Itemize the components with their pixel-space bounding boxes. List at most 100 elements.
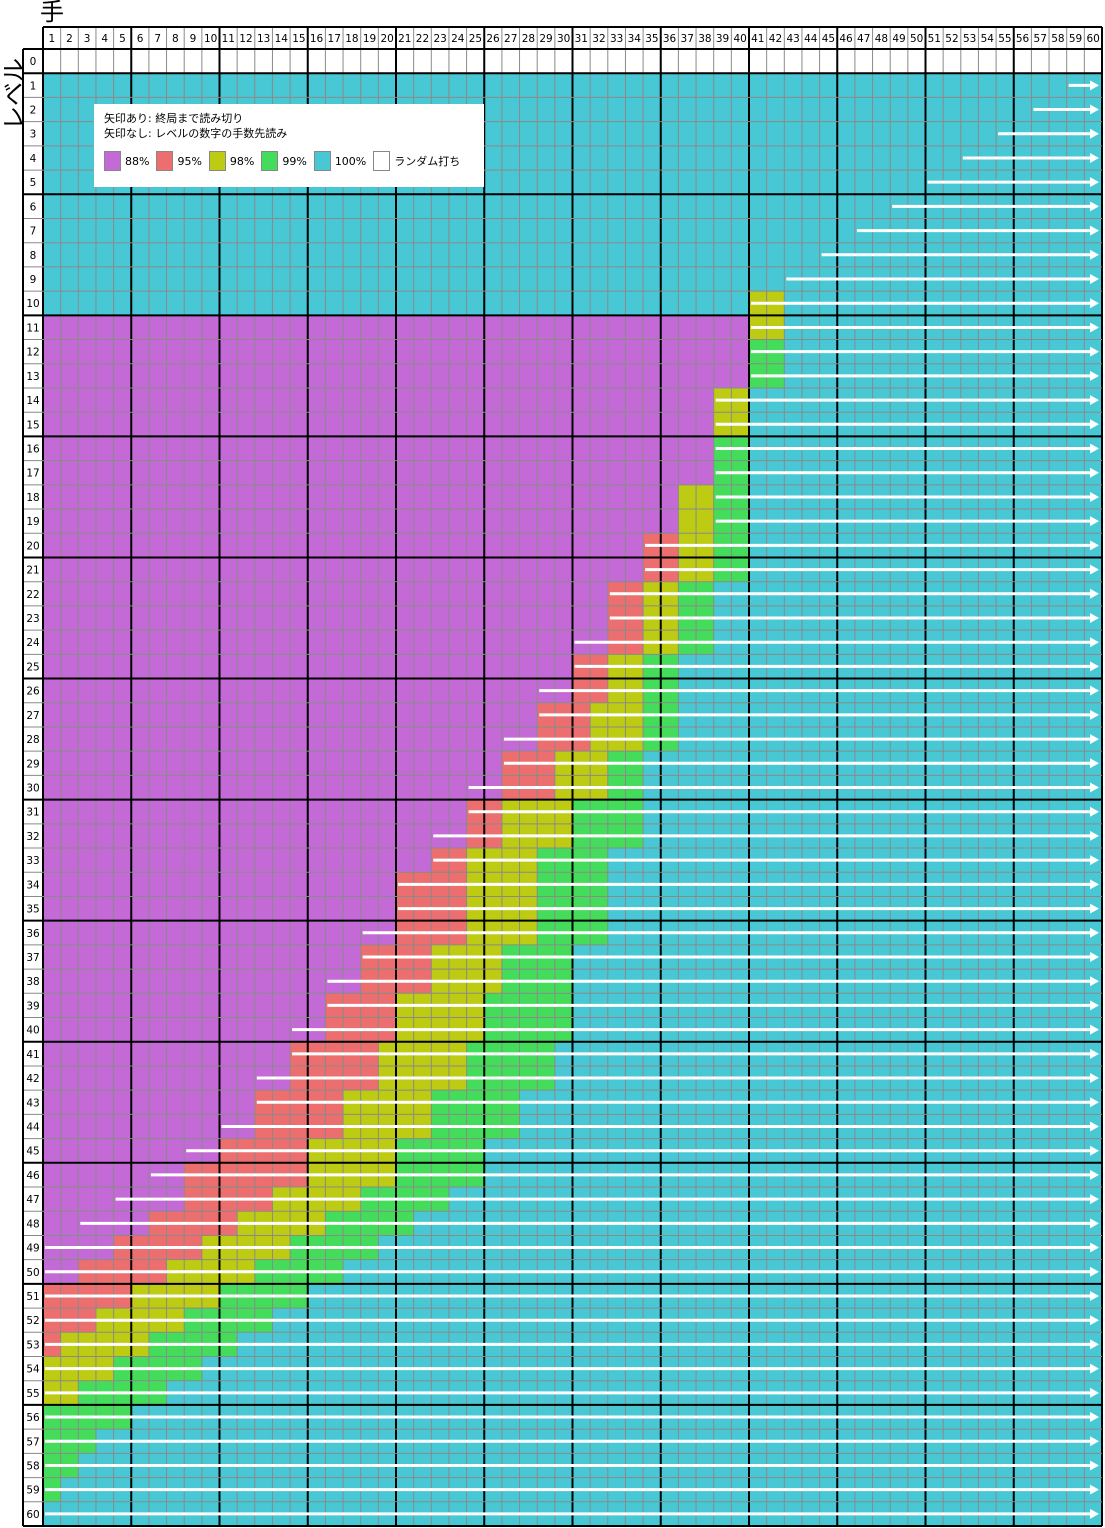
x-tick-10: 10 <box>204 33 217 45</box>
arrow-level-39 <box>327 1000 1099 1011</box>
arrow-level-22 <box>609 588 1099 599</box>
arrow-level-50 <box>45 1266 1099 1277</box>
arrow-level-25 <box>574 661 1099 672</box>
arrow-level-15 <box>715 419 1099 430</box>
y-tick-40: 40 <box>26 1025 39 1037</box>
x-tick-48: 48 <box>875 33 888 45</box>
x-tick-57: 57 <box>1034 33 1047 45</box>
arrow-level-11 <box>751 322 1099 333</box>
y-tick-45: 45 <box>26 1146 39 1158</box>
x-tick-30: 30 <box>557 33 570 45</box>
x-tick-45: 45 <box>822 33 835 45</box>
x-tick-22: 22 <box>416 33 429 45</box>
arrow-level-59 <box>45 1484 1099 1495</box>
y-tick-51: 51 <box>26 1291 39 1303</box>
arrow-level-10 <box>751 298 1099 309</box>
legend: 矢印あり: 終局まで読み切り 矢印なし: レベルの数字の手数先読み 88% 95… <box>94 104 484 187</box>
arrow-level-28 <box>503 734 1099 745</box>
arrow-level-4 <box>962 152 1099 163</box>
arrow-level-41 <box>292 1048 1099 1059</box>
y-tick-18: 18 <box>26 492 39 504</box>
y-tick-25: 25 <box>26 661 39 673</box>
y-tick-56: 56 <box>26 1412 40 1424</box>
y-tick-52: 52 <box>26 1315 39 1327</box>
arrow-level-18 <box>715 491 1099 502</box>
x-tick-2: 2 <box>66 33 73 45</box>
x-tick-19: 19 <box>363 33 376 45</box>
y-tick-33: 33 <box>26 855 39 867</box>
arrow-level-60 <box>45 1508 1099 1519</box>
legend-item-99: 99% <box>261 151 307 171</box>
arrow-level-47 <box>115 1194 1099 1205</box>
y-tick-58: 58 <box>26 1460 39 1472</box>
y-tick-3: 3 <box>30 129 37 141</box>
x-axis-title: 手 <box>40 0 64 26</box>
legend-swatch-98 <box>208 151 226 171</box>
y-tick-0: 0 <box>30 56 37 68</box>
arrow-level-3 <box>998 128 1099 139</box>
arrow-level-8 <box>821 249 1099 260</box>
x-tick-51: 51 <box>928 33 941 45</box>
arrow-level-6 <box>892 201 1099 212</box>
arrow-level-55 <box>45 1387 1099 1398</box>
legend-note-arrow: 矢印あり: 終局まで読み切り <box>104 112 244 125</box>
x-tick-14: 14 <box>275 33 289 45</box>
x-tick-17: 17 <box>328 33 341 45</box>
x-tick-6: 6 <box>137 33 144 45</box>
x-tick-46: 46 <box>839 33 853 45</box>
arrow-level-53 <box>45 1339 1099 1350</box>
x-tick-34: 34 <box>628 33 642 45</box>
y-tick-labels: 0123456789101112131415161718192021222324… <box>26 56 40 1521</box>
x-tick-35: 35 <box>645 33 658 45</box>
x-tick-58: 58 <box>1051 33 1064 45</box>
x-tick-49: 49 <box>892 33 905 45</box>
y-tick-32: 32 <box>26 831 39 843</box>
legend-swatch-random <box>373 151 391 171</box>
x-tick-60: 60 <box>1086 33 1099 45</box>
x-tick-32: 32 <box>592 33 605 45</box>
y-tick-23: 23 <box>26 613 39 625</box>
x-tick-53: 53 <box>963 33 976 45</box>
y-tick-53: 53 <box>26 1339 39 1351</box>
arrow-level-57 <box>45 1436 1099 1447</box>
arrow-level-31 <box>468 806 1099 817</box>
arrow-level-26 <box>539 685 1099 696</box>
legend-swatch-95 <box>156 151 174 171</box>
x-tick-39: 39 <box>716 33 729 45</box>
arrow-level-32 <box>433 830 1099 841</box>
y-tick-41: 41 <box>26 1049 39 1061</box>
x-tick-52: 52 <box>945 33 958 45</box>
legend-item-95: 95% <box>156 151 202 171</box>
x-tick-7: 7 <box>154 33 161 45</box>
y-tick-46: 46 <box>26 1170 40 1182</box>
y-tick-8: 8 <box>30 250 37 262</box>
arrow-level-38 <box>327 976 1099 987</box>
x-tick-25: 25 <box>469 33 482 45</box>
arrow-level-34 <box>398 879 1099 890</box>
y-tick-39: 39 <box>26 1000 39 1012</box>
y-tick-21: 21 <box>26 565 39 577</box>
y-tick-48: 48 <box>26 1218 39 1230</box>
y-tick-36: 36 <box>26 928 40 940</box>
y-tick-29: 29 <box>26 758 39 770</box>
x-tick-27: 27 <box>504 33 517 45</box>
arrow-level-37 <box>362 951 1099 962</box>
arrow-level-13 <box>751 370 1099 381</box>
y-tick-35: 35 <box>26 904 39 916</box>
x-tick-28: 28 <box>522 33 535 45</box>
legend-swatch-100 <box>313 151 331 171</box>
arrow-level-19 <box>715 516 1099 527</box>
y-tick-7: 7 <box>30 226 37 238</box>
arrow-level-5 <box>927 177 1099 188</box>
arrow-level-43 <box>256 1097 1099 1108</box>
arrow-level-42 <box>256 1073 1099 1084</box>
y-tick-11: 11 <box>26 322 39 334</box>
y-tick-44: 44 <box>26 1121 40 1133</box>
arrow-level-9 <box>786 274 1099 285</box>
y-tick-26: 26 <box>26 686 40 698</box>
arrow-level-14 <box>715 395 1099 406</box>
legend-item-random: ランダム打ち <box>373 151 460 171</box>
arrow-level-29 <box>503 758 1099 769</box>
x-tick-56: 56 <box>1016 33 1030 45</box>
arrow-level-44 <box>221 1121 1099 1132</box>
